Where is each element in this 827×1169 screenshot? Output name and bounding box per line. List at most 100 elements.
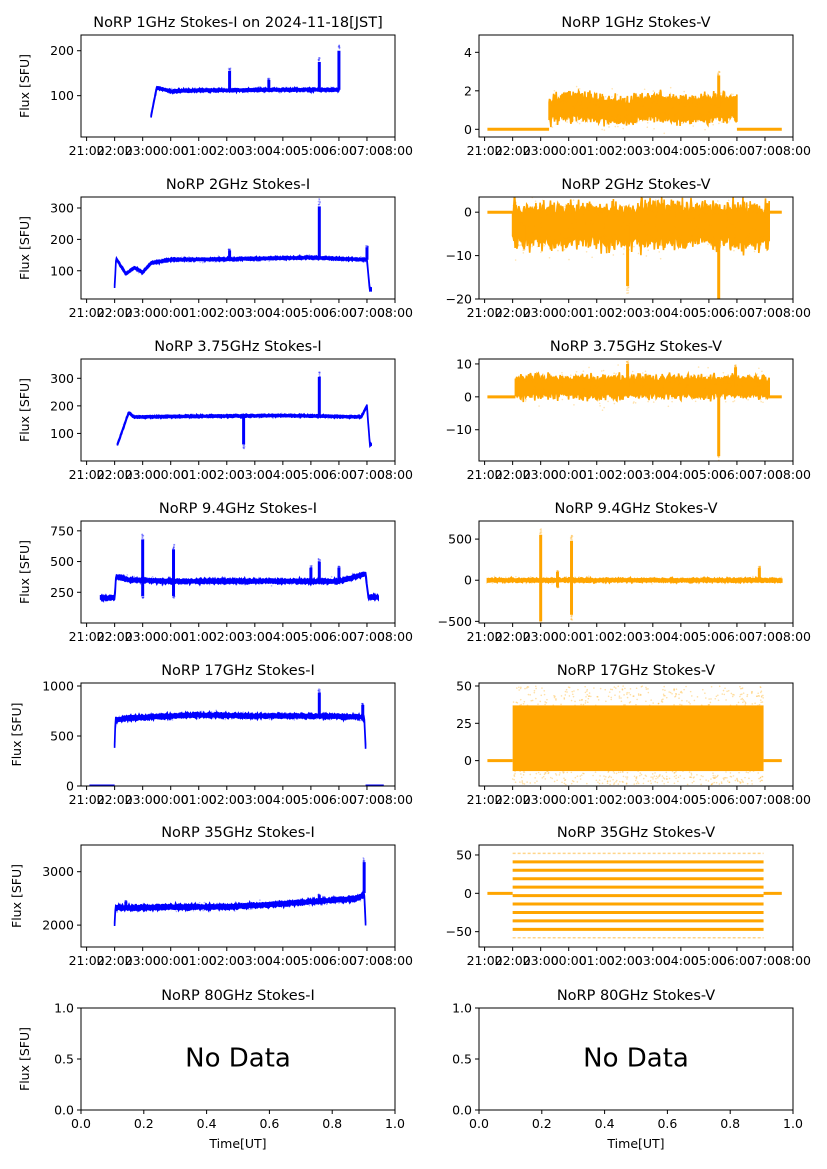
data-point <box>650 389 653 392</box>
data-point <box>274 714 277 717</box>
data-point <box>604 582 606 584</box>
data-point <box>145 715 147 718</box>
data-point <box>607 770 610 773</box>
data-point <box>214 415 216 418</box>
data-point <box>737 378 739 381</box>
data-point <box>235 260 237 263</box>
x-tick-label: 06:00 <box>719 792 755 807</box>
data-point <box>275 258 278 260</box>
data-point <box>263 581 265 583</box>
data-point <box>270 717 273 719</box>
data-point <box>536 206 539 208</box>
data-point <box>559 580 562 583</box>
data-point <box>707 703 710 706</box>
data-point <box>287 413 289 416</box>
data-point <box>689 776 692 778</box>
data-point <box>199 580 202 583</box>
data-point <box>556 779 558 782</box>
data-point <box>275 900 278 903</box>
data-point <box>155 579 158 582</box>
data-point <box>715 392 717 394</box>
data-point <box>122 577 125 579</box>
data-point <box>156 716 159 718</box>
data-point <box>221 582 223 585</box>
data-point <box>290 413 292 416</box>
data-point <box>709 701 712 704</box>
data-point <box>525 389 528 392</box>
data-point <box>186 713 189 715</box>
data-point <box>364 406 367 408</box>
data-point <box>667 381 669 383</box>
data-point <box>715 781 718 784</box>
data-point <box>188 89 191 92</box>
data-point <box>626 292 628 295</box>
data-point <box>189 712 192 715</box>
data-point <box>264 91 266 94</box>
data-point <box>338 45 341 48</box>
data-point <box>704 128 706 131</box>
data-point <box>724 119 726 122</box>
data-point <box>337 45 340 48</box>
data-point <box>556 586 558 588</box>
data-point <box>556 586 559 589</box>
data-point <box>364 258 366 261</box>
data-point <box>359 719 362 722</box>
data-point <box>718 301 720 303</box>
data-point <box>732 775 735 777</box>
x-tick-label: 0.6 <box>259 1116 279 1131</box>
data-point <box>679 242 682 244</box>
data-point <box>564 779 566 782</box>
data-point <box>571 614 574 617</box>
data-point <box>124 272 126 275</box>
x-tick-label: 04:00 <box>265 467 301 482</box>
data-point <box>558 119 560 122</box>
data-point <box>154 262 157 265</box>
data-point <box>265 257 268 259</box>
data-point <box>630 106 633 109</box>
data-point <box>733 400 736 402</box>
data-point <box>531 232 533 235</box>
data-point <box>648 581 650 584</box>
data-point <box>180 416 182 419</box>
data-point <box>132 414 134 417</box>
data-point <box>699 398 702 400</box>
data-point <box>710 685 713 688</box>
data-point <box>140 271 143 273</box>
data-point <box>621 581 623 583</box>
data-point <box>591 256 593 259</box>
data-point <box>746 578 748 581</box>
data-point <box>345 900 347 903</box>
data-point <box>217 415 220 418</box>
data-point <box>705 221 707 224</box>
data-point <box>137 271 140 274</box>
data-point <box>157 86 160 88</box>
data-point <box>293 414 296 417</box>
data-point <box>251 715 253 717</box>
data-point <box>212 908 214 910</box>
data-point <box>264 714 267 717</box>
data-point <box>199 710 201 713</box>
data-point <box>318 560 321 563</box>
data-point <box>364 408 367 410</box>
data-point <box>680 120 682 123</box>
data-point <box>624 241 626 243</box>
data-point <box>170 415 172 418</box>
data-point <box>173 90 176 93</box>
data-point <box>223 583 225 586</box>
data-point <box>311 900 313 902</box>
data-point <box>579 579 581 582</box>
data-point <box>572 396 575 399</box>
data-point <box>347 900 349 902</box>
y-tick-label: 3000 <box>42 864 74 879</box>
x-tick-label: 02:00 <box>209 467 245 482</box>
data-point <box>625 108 627 110</box>
data-point <box>635 687 638 690</box>
data-point <box>168 717 171 719</box>
data-point <box>561 374 564 376</box>
data-point <box>229 67 232 70</box>
data-point <box>228 415 231 418</box>
data-point <box>293 717 295 719</box>
data-point <box>584 222 586 225</box>
data-point <box>569 237 571 239</box>
data-point <box>293 413 295 416</box>
